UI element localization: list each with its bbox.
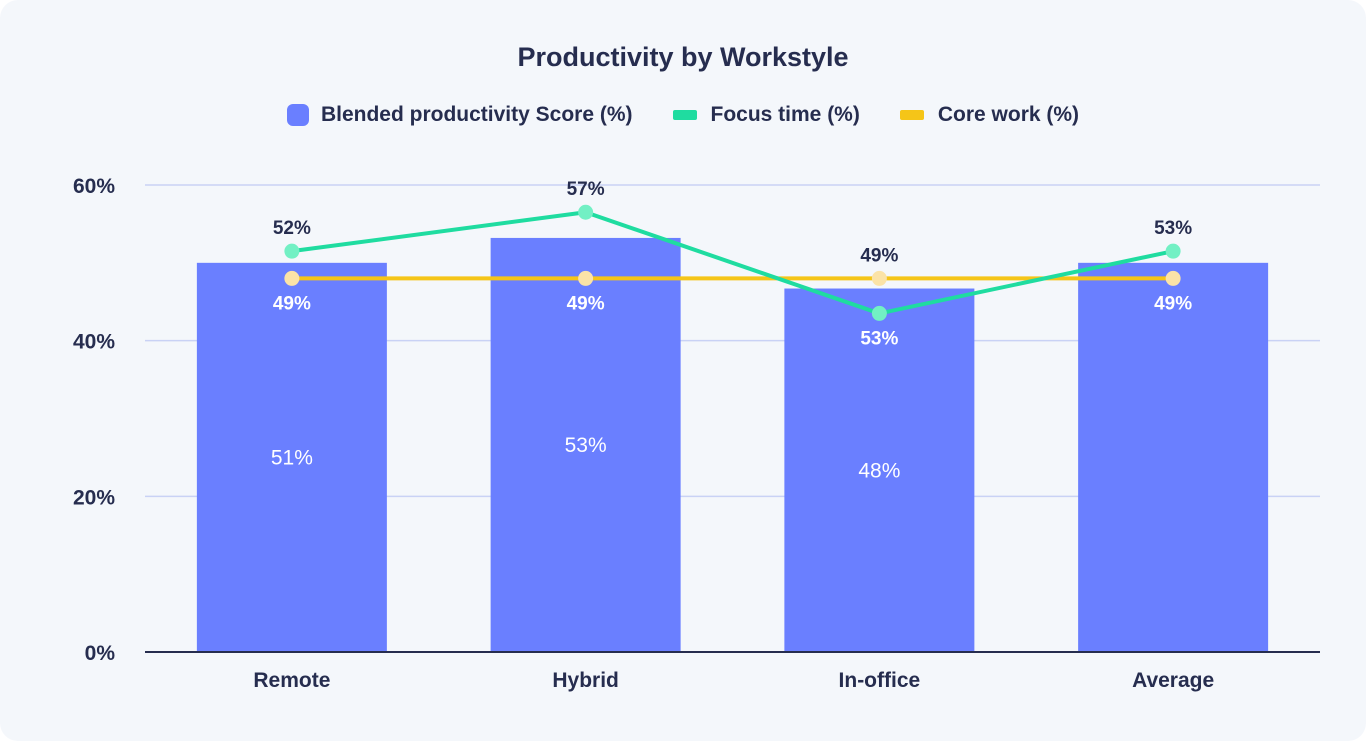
legend-item-blended: Blended productivity Score (%) <box>286 103 633 127</box>
core-work-label: 49% <box>567 293 605 314</box>
legend-swatch-blended <box>286 104 309 126</box>
focus-time-label: 53% <box>1154 218 1192 239</box>
x-tick-label: Hybrid <box>552 669 619 692</box>
core-work-label: 49% <box>1154 293 1192 314</box>
legend-label-core: Core work (%) <box>937 103 1080 126</box>
focus-time-label: 52% <box>273 218 311 239</box>
core-work-point <box>284 270 300 286</box>
bar <box>196 262 387 652</box>
legend-item-core: Core work (%) <box>899 103 1080 127</box>
bar <box>784 288 975 652</box>
chart-title: Productivity by Workstyle <box>517 42 849 72</box>
legend-label-focus: Focus time (%) <box>710 103 860 126</box>
legend-item-focus: Focus time (%) <box>672 103 860 127</box>
bar <box>490 237 681 652</box>
y-tick-label: 40% <box>73 331 115 354</box>
x-tick-label: In-office <box>839 669 921 692</box>
chart-legend: Blended productivity Score (%) Focus tim… <box>0 103 1366 127</box>
focus-time-point <box>1165 243 1181 259</box>
core-work-label: 49% <box>860 245 898 266</box>
focus-time-point <box>578 204 594 220</box>
x-tick-label: Remote <box>253 669 330 692</box>
focus-time-point <box>284 243 300 259</box>
y-tick-label: 60% <box>73 175 115 198</box>
core-work-label: 49% <box>273 293 311 314</box>
focus-time-line <box>291 210 1174 316</box>
legend-label-blended: Blended productivity Score (%) <box>320 103 633 126</box>
core-work-point <box>578 270 594 286</box>
bar <box>1078 262 1269 652</box>
bar-value-label: 53% <box>565 434 607 457</box>
focus-time-label: 57% <box>567 179 605 200</box>
focus-time-point <box>871 305 887 321</box>
y-tick-label: 20% <box>73 486 115 509</box>
legend-swatch-focus <box>672 110 697 120</box>
bar-value-label: 51% <box>271 446 313 469</box>
legend-swatch-core <box>899 110 924 120</box>
x-tick-label: Average <box>1132 669 1214 692</box>
core-work-point <box>871 270 887 286</box>
bar-value-label: 48% <box>858 459 900 482</box>
y-tick-label: 0% <box>85 642 116 665</box>
core-work-point <box>1165 270 1181 286</box>
focus-time-label: 53% <box>860 328 898 349</box>
